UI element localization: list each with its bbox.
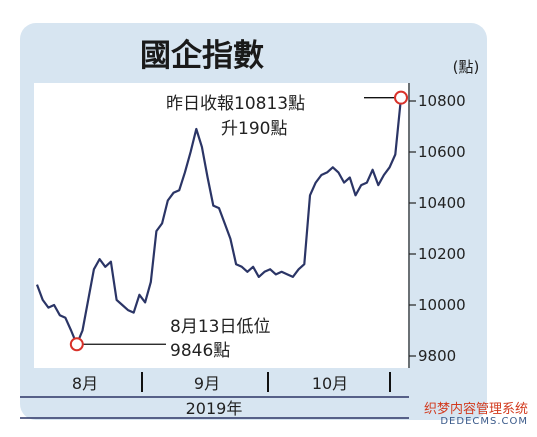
chart: 國企指數 (點) 9800 10000 10200 10400 10600 10800 昨…	[20, 38, 480, 419]
chart-title: 國企指數	[140, 38, 264, 74]
markers	[69, 90, 408, 352]
low-annotation-line1: 8月13日低位	[170, 317, 270, 337]
watermark-text: 织梦内容管理系统	[423, 402, 528, 417]
watermark-url: DEDECMS.COM	[440, 416, 528, 427]
plot-area	[34, 83, 408, 368]
month-label-aug: 8月	[72, 374, 98, 393]
month-label-oct: 10月	[312, 374, 348, 393]
series-line	[35, 97, 403, 346]
y-tick-label: 10000	[418, 296, 466, 314]
low-point-marker	[69, 337, 84, 352]
y-tick-label: 10400	[418, 194, 466, 212]
y-tick-label: 10600	[418, 143, 466, 161]
y-tick-label: 10800	[418, 92, 466, 110]
y-tick-label: 9800	[418, 347, 456, 365]
high-annotation-line1: 昨日收報10813點	[166, 94, 305, 114]
chart-card: 國企指數 (點) 9800 10000 10200 10400 10600 10800 昨…	[20, 23, 487, 420]
low-annotation-line2: 9846點	[170, 341, 230, 361]
high-point-marker	[394, 90, 408, 105]
high-annotation-line2: 升190點	[221, 119, 287, 139]
watermark: 织梦内容管理系统 DEDECMS.COM	[404, 394, 536, 434]
y-tick-label: 10200	[418, 245, 466, 263]
y-ticks: 9800 10000 10200 10400 10600 10800	[409, 92, 466, 365]
month-band	[20, 370, 409, 395]
year-label: 2019年	[186, 399, 243, 418]
month-label-sep: 9月	[194, 374, 220, 393]
unit-label: (點)	[453, 58, 480, 76]
